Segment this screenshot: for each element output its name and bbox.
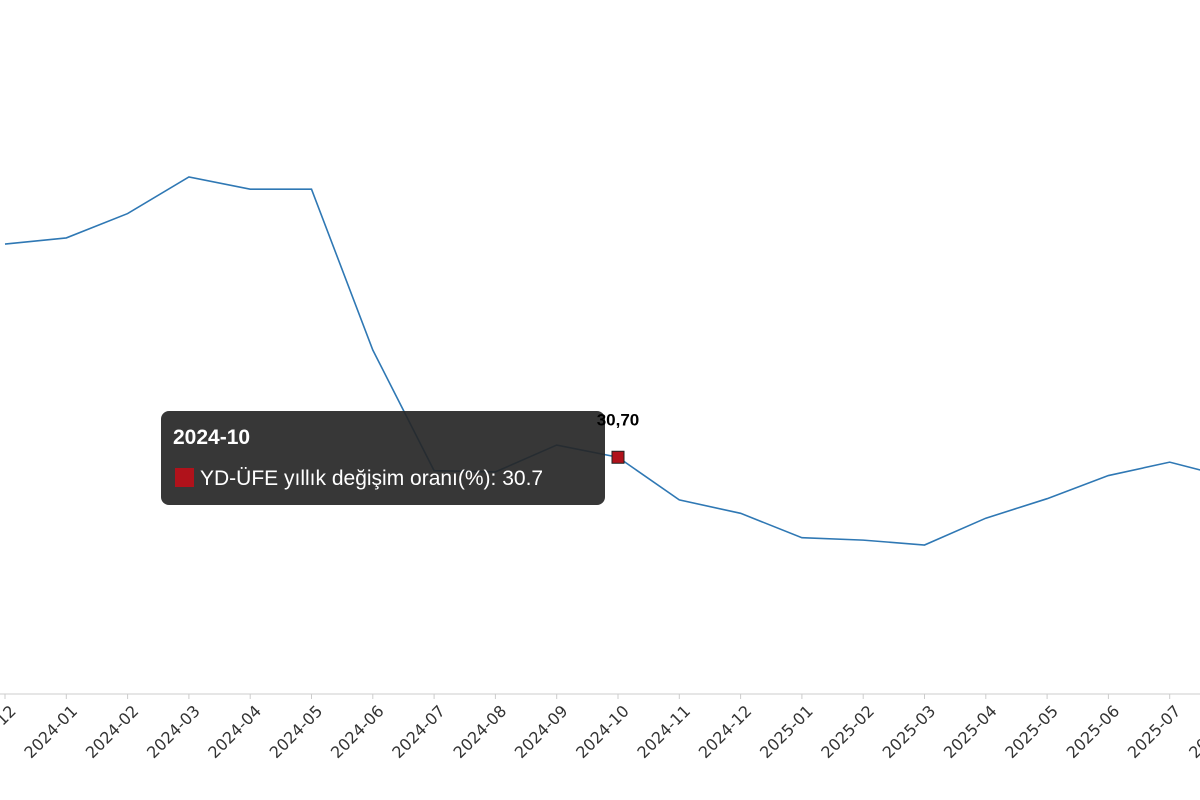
highlight-point	[611, 450, 625, 464]
x-tick-label: 2025-05	[1001, 701, 1062, 762]
x-tick-label: 2024-11	[633, 701, 694, 762]
x-tick-label: 2025-02	[817, 701, 878, 762]
x-tick-label: 2024-07	[388, 701, 449, 762]
x-tick-label: 2024-04	[204, 701, 265, 762]
x-tick-label: 2025-04	[940, 701, 1001, 762]
x-tick-label: 2024-12	[695, 701, 756, 762]
x-tick-label: 2024-06	[327, 701, 388, 762]
x-tick-label: 2025-08	[1185, 701, 1200, 762]
x-tick-label: 2024-05	[266, 701, 327, 762]
tooltip-text: YD-ÜFE yıllık değişim oranı(%): 30.7	[200, 467, 543, 490]
highlight-layer: 30,70	[597, 410, 640, 464]
x-tick-label: 2024-02	[82, 701, 143, 762]
x-tick-label: 2024-03	[143, 701, 204, 762]
x-tick-label: 2025-01	[756, 701, 817, 762]
x-tick-label: 2023-12	[0, 701, 20, 762]
tooltip-swatch	[175, 468, 194, 487]
tooltip-box	[161, 411, 605, 505]
x-tick-label: 2024-10	[572, 701, 633, 762]
x-tick-label: 2025-06	[1063, 701, 1124, 762]
x-tick-label: 2024-09	[511, 701, 572, 762]
x-tick-label: 2025-03	[879, 701, 940, 762]
tooltip-title: 2024-10	[173, 426, 250, 449]
x-tick-label: 2024-01	[20, 701, 81, 762]
data-label: 30,70	[597, 410, 640, 429]
x-tick-label: 2024-08	[450, 701, 511, 762]
tooltip: 2024-10 YD-ÜFE yıllık değişim oranı(%): …	[161, 411, 605, 505]
x-tick-label: 2025-07	[1124, 701, 1185, 762]
